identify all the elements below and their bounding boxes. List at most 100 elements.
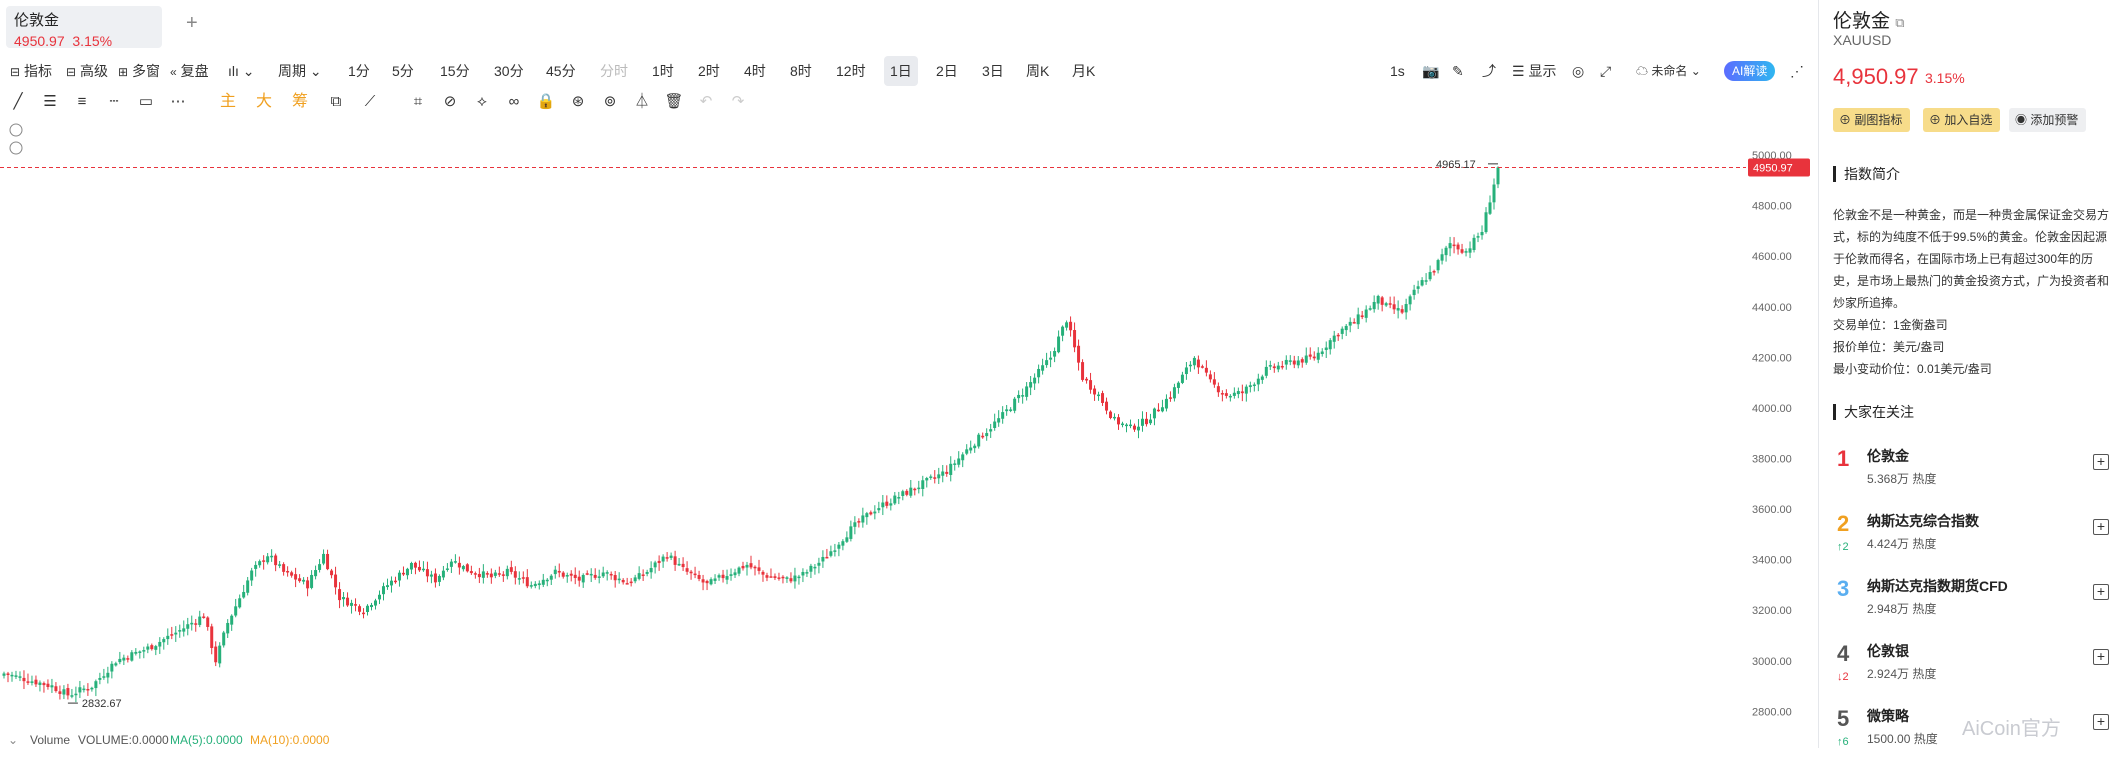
candle [477, 573, 481, 578]
hot-list-item[interactable]: 3 纳斯达克指数期货CFD 2.948万 热度 + [1819, 566, 2118, 630]
interval-3[interactable]: 15分 [440, 63, 470, 79]
seconds-button[interactable]: 1s [1390, 63, 1405, 79]
candle [1472, 237, 1476, 251]
horizontal-line-icon[interactable]: ┄ [109, 93, 119, 110]
chart-svg[interactable]: 5000.004800.004600.004400.004200.004000.… [0, 120, 1818, 732]
add-alert-button[interactable]: ◉ 添加预警 [2009, 108, 2087, 132]
chart-type-button[interactable]: ılı ⌄ [228, 56, 255, 86]
ruler-tool-icon[interactable]: ⊘ [443, 93, 457, 110]
candle [1117, 417, 1121, 425]
eye-icon[interactable]: ⊛ [571, 93, 585, 110]
sub-indicator-button[interactable]: ⊕ 副图指标 [1833, 108, 1911, 132]
rectangle-tool-icon[interactable]: ▭ [138, 93, 154, 110]
main-indicator-button[interactable]: 主 [219, 93, 236, 110]
interval-8[interactable]: 2时 [698, 63, 720, 79]
undo-icon[interactable]: ↶ [699, 93, 713, 110]
add-watch-icon[interactable]: + [2093, 649, 2109, 665]
candle [1105, 401, 1109, 411]
copy-icon[interactable]: ⧉ [1895, 15, 1905, 30]
candle [1240, 391, 1244, 394]
add-watch-icon[interactable]: + [2093, 519, 2109, 535]
expand-icon [9, 141, 23, 155]
big-indicator-button[interactable]: 大 [255, 93, 272, 110]
trash-icon[interactable]: 🗑 [664, 93, 684, 110]
interval-1[interactable]: 1分 [348, 63, 370, 79]
crop-tool-icon[interactable]: ⌗ [413, 93, 423, 110]
candle [729, 574, 733, 576]
camera-icon[interactable]: 📷 [1422, 63, 1440, 79]
collapse-icon[interactable]: ⌄ [8, 733, 19, 747]
multi-window-button[interactable]: ⊞ 多窗 [118, 63, 160, 79]
redo-icon[interactable]: ↷ [731, 93, 745, 110]
filter-icon[interactable]: ⏃ [634, 93, 650, 110]
hot-list-item[interactable]: 5 ↑6 微策略 1500.00 热度 + [1819, 696, 2118, 760]
candle [1049, 357, 1053, 360]
interval-15[interactable]: 周K [1026, 63, 1050, 79]
link-tool-icon[interactable]: ∞ [508, 93, 520, 110]
candle [1332, 335, 1336, 342]
magnet-tool-icon[interactable]: ⟡ [477, 93, 487, 110]
add-tab-button[interactable]: + [186, 12, 198, 34]
candle [1216, 386, 1220, 393]
lock-icon[interactable]: 🔒 [536, 93, 556, 110]
symbol-change: 3.15% [1925, 70, 1965, 86]
hide-icon[interactable]: ⊚ [603, 93, 617, 110]
hot-list-item[interactable]: 4 ↓2 伦敦银 2.924万 热度 + [1819, 631, 2118, 695]
candle [1089, 380, 1093, 390]
brush-tool-icon[interactable]: ⟋ [364, 93, 376, 110]
candle [366, 605, 370, 613]
hot-heat: 2.924万 热度 [1867, 667, 1937, 681]
cloud-icon: ☁ [1636, 64, 1649, 78]
candle [1384, 303, 1388, 306]
interval-12[interactable]: 1日 [884, 56, 918, 86]
line-tool-icon[interactable]: ╱ [13, 93, 23, 110]
layout-dropdown[interactable]: ☁ 未命名 ⌄ [1636, 64, 1701, 78]
share-icon[interactable]: ⋰ [1790, 63, 1804, 79]
chip-indicator-button[interactable]: 筹 [291, 93, 308, 110]
hot-list-item[interactable]: 2 ↑2 纳斯达克综合指数 4.424万 热度 + [1819, 501, 2118, 565]
interval-9[interactable]: 4时 [744, 63, 766, 79]
add-watch-icon[interactable]: + [2093, 454, 2109, 470]
candle [1224, 393, 1228, 396]
parallel-tool-icon[interactable]: ≡ [77, 93, 87, 110]
add-watch-icon[interactable]: + [2093, 584, 2109, 600]
copy-tool-icon[interactable]: ⧉ [330, 93, 342, 110]
interval-11[interactable]: 12时 [836, 63, 866, 79]
dots-tool-icon[interactable]: ⋯ [170, 93, 186, 110]
interval-16[interactable]: 月K [1072, 63, 1096, 79]
candle [569, 573, 573, 576]
replay-button[interactable]: « 复盘 [170, 63, 209, 79]
indicator-button[interactable]: ⊟ 指标 [10, 63, 52, 79]
interval-10[interactable]: 8时 [790, 63, 812, 79]
candle [1140, 418, 1144, 426]
tab-bar: 伦敦金 4950.97 3.15% + [0, 0, 1818, 54]
candle [841, 541, 845, 546]
period-dropdown[interactable]: 周期 ⌄ [278, 63, 322, 79]
candlestick-chart[interactable]: 5000.00 4800.00 4600.00 4400.00 4200.00 4000.… [0, 120, 1818, 732]
interval-14[interactable]: 3日 [982, 63, 1004, 79]
ai-read-button[interactable]: AI解读 [1724, 61, 1776, 81]
candle [1109, 411, 1113, 418]
pen-icon[interactable]: ✎ [1452, 63, 1464, 79]
interval-7[interactable]: 1时 [652, 63, 674, 79]
channel-tool-icon[interactable]: ☰ [43, 93, 57, 110]
interval-4[interactable]: 30分 [494, 63, 524, 79]
advanced-button[interactable]: ⊟ 高级 [66, 63, 108, 79]
candle [1061, 326, 1065, 336]
add-watch-icon[interactable]: + [2093, 714, 2109, 730]
interval-5[interactable]: 45分 [546, 63, 576, 79]
link-icon[interactable]: ⤴ [1482, 63, 1496, 79]
candle [741, 565, 745, 569]
add-favorite-button[interactable]: ⊕ 加入自选 [1923, 108, 2001, 132]
interval-6[interactable]: 分时 [600, 63, 628, 79]
candle [178, 630, 182, 632]
interval-2[interactable]: 5分 [392, 63, 414, 79]
fullscreen-icon[interactable]: ⤢ [1600, 63, 1612, 79]
interval-13[interactable]: 2日 [936, 63, 958, 79]
settings-icon[interactable]: ◎ [1572, 63, 1585, 79]
price-axis [1746, 120, 1818, 732]
hot-list-item[interactable]: 1 伦敦金 5.368万 热度 + [1819, 436, 2118, 500]
candle [1448, 243, 1452, 249]
display-button[interactable]: ☰ 显示 [1512, 63, 1557, 79]
symbol-tab[interactable]: 伦敦金 4950.97 3.15% [6, 6, 162, 49]
